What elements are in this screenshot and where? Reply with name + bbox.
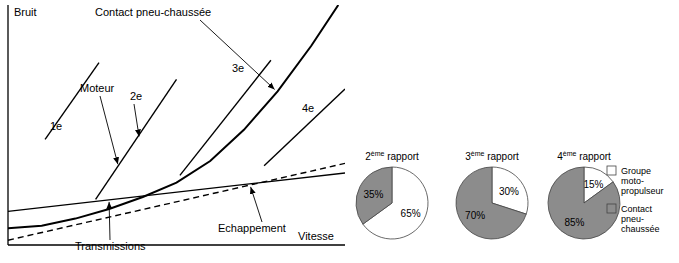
series-label: Contact pneu-chaussée: [95, 6, 211, 18]
legend-entry: Contactpneu-chaussée: [621, 204, 660, 234]
figure: Bruit Vitesse Contact pneu-chaussée 1e 2e 3e 4…: [0, 0, 679, 263]
y-axis-label: Bruit: [14, 6, 37, 18]
x-axis: [8, 244, 345, 245]
data-label: 70%: [465, 210, 485, 221]
series-label: 3e: [232, 62, 244, 74]
series-label: Transmissions: [75, 240, 146, 252]
pie-title: 2ème rapport: [365, 150, 419, 162]
plot-lines: [8, 5, 345, 240]
callout-arrow: [100, 96, 118, 164]
series-line: [8, 173, 345, 211]
data-label: 35%: [363, 189, 383, 200]
data-label: 30%: [499, 186, 519, 197]
series-line: [8, 163, 345, 240]
legend-swatch: [607, 204, 616, 213]
series-label: 1e: [50, 120, 62, 132]
series-line: [180, 60, 271, 175]
pie-slice: [356, 167, 392, 224]
annotation: Moteur: [80, 82, 115, 94]
pie-slice: [548, 167, 620, 239]
series-line: [264, 89, 345, 166]
series-label: 2e: [130, 90, 142, 102]
pie-slice: [456, 167, 526, 239]
data-label: 65%: [401, 208, 421, 219]
data-label: 15%: [583, 179, 603, 190]
series-line: [96, 79, 177, 199]
callout-arrow: [251, 187, 262, 222]
legend-entry: Groupemoto-propulseur: [621, 166, 664, 196]
series-label: Echappement: [218, 222, 286, 234]
x-axis-label: Vitesse: [298, 230, 334, 242]
callout-arrow: [109, 202, 111, 240]
legend-swatch: [607, 166, 616, 175]
callout-arrow: [200, 20, 275, 89]
callout-arrow: [134, 104, 139, 136]
y-axis: [7, 5, 8, 245]
series-label: 4e: [302, 102, 314, 114]
pie-title: 3ème rapport: [465, 150, 519, 162]
series-line: [8, 5, 338, 228]
series-line: [45, 63, 99, 140]
data-label: 85%: [564, 217, 584, 228]
pie-title: 4ème rapport: [557, 150, 611, 162]
